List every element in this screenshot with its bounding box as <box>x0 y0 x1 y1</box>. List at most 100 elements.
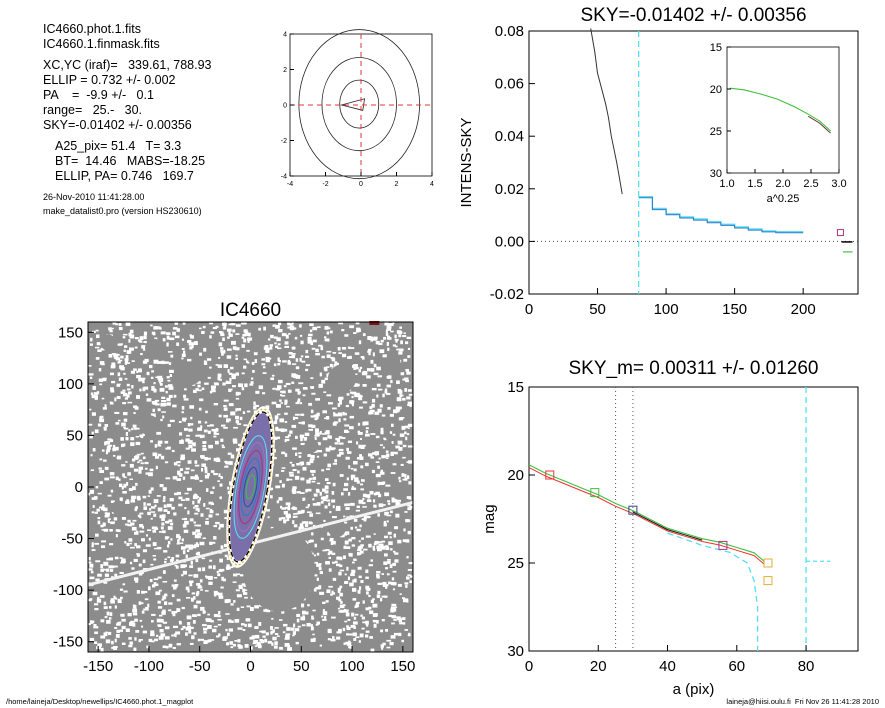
noise-speck <box>102 504 105 509</box>
noise-speck <box>251 377 254 380</box>
noise-speck <box>202 434 205 438</box>
noise-speck <box>94 603 99 606</box>
noise-speck <box>316 577 319 581</box>
noise-speck <box>185 554 188 559</box>
noise-speck <box>400 372 405 376</box>
noise-speck <box>349 400 354 404</box>
noise-speck <box>202 610 206 614</box>
noise-speck <box>134 507 138 511</box>
noise-speck <box>352 632 357 637</box>
noise-speck <box>387 500 391 503</box>
noise-speck <box>95 560 101 563</box>
magnitude-x-tick-label: 20 <box>590 658 607 675</box>
magnitude-title: SKY_m= 0.00311 +/- 0.01260 <box>569 358 819 379</box>
noise-speck <box>121 625 126 630</box>
noise-speck <box>272 457 277 460</box>
noise-speck <box>123 427 129 430</box>
noise-speck <box>301 421 305 425</box>
noise-speck <box>226 465 229 468</box>
noise-speck <box>188 444 193 449</box>
noise-speck <box>284 421 288 423</box>
noise-speck <box>392 588 396 591</box>
noise-speck <box>238 645 243 649</box>
noise-speck <box>312 609 316 612</box>
noise-speck <box>345 610 349 613</box>
noise-speck <box>287 434 291 437</box>
noise-speck <box>169 419 175 423</box>
noise-speck <box>336 439 340 443</box>
noise-speck <box>292 327 297 330</box>
noise-speck <box>357 546 362 550</box>
noise-speck <box>341 329 345 332</box>
noise-speck <box>130 370 136 374</box>
noise-speck <box>110 565 115 569</box>
noise-speck <box>219 558 223 563</box>
noise-speck <box>359 524 362 528</box>
noise-speck <box>244 644 249 648</box>
noise-speck <box>309 513 314 517</box>
noise-speck <box>376 620 379 624</box>
mask-blob <box>138 415 159 436</box>
noise-speck <box>349 347 355 349</box>
galaxy-x-tick-label: -100 <box>134 658 164 675</box>
noise-speck <box>362 356 365 360</box>
noise-speck <box>153 326 158 330</box>
noise-speck <box>294 336 298 340</box>
intensity-x-tick-label: 200 <box>791 301 816 318</box>
noise-speck <box>172 331 176 336</box>
intensity-y-tick-label: 0.02 <box>495 181 524 198</box>
noise-speck <box>235 589 240 592</box>
galaxy-title: IC4660 <box>220 300 281 321</box>
noise-speck <box>356 480 360 484</box>
noise-speck <box>114 446 119 451</box>
noise-speck <box>407 404 412 406</box>
noise-speck <box>208 581 213 585</box>
noise-speck <box>201 468 204 472</box>
noise-speck <box>209 508 213 511</box>
noise-speck <box>304 523 309 527</box>
noise-speck <box>95 533 99 537</box>
noise-speck <box>136 545 141 549</box>
noise-speck <box>398 632 402 637</box>
noise-speck <box>168 643 173 648</box>
noise-speck <box>185 438 190 442</box>
noise-speck <box>141 590 145 594</box>
noise-speck <box>166 645 169 649</box>
noise-speck <box>365 494 371 498</box>
fit-range: range= 25.- 30. <box>43 103 143 117</box>
noise-speck <box>396 380 400 385</box>
noise-speck <box>159 614 163 617</box>
noise-speck <box>213 430 217 435</box>
magnitude-line-green <box>528 464 765 563</box>
noise-speck <box>137 461 140 464</box>
noise-speck <box>193 596 196 600</box>
noise-speck <box>163 496 166 500</box>
noise-speck <box>156 634 159 637</box>
noise-speck <box>218 473 221 478</box>
noise-speck <box>316 412 320 417</box>
noise-speck <box>409 505 413 509</box>
noise-speck <box>183 529 189 533</box>
noise-speck <box>246 410 251 413</box>
corner-marker <box>369 320 380 325</box>
noise-speck <box>374 540 379 545</box>
noise-speck <box>362 384 367 387</box>
noise-speck <box>315 586 321 590</box>
noise-speck <box>390 379 393 384</box>
noise-speck <box>188 342 192 346</box>
noise-speck <box>172 476 178 480</box>
noise-speck <box>310 522 313 525</box>
noise-speck <box>329 435 332 439</box>
noise-speck <box>91 549 96 552</box>
noise-speck <box>184 388 187 391</box>
noise-speck <box>181 439 184 443</box>
noise-speck <box>284 453 288 457</box>
noise-speck <box>223 414 228 418</box>
noise-speck <box>159 383 163 386</box>
noise-speck <box>99 416 103 419</box>
noise-speck <box>89 637 95 642</box>
noise-speck <box>122 336 126 339</box>
noise-speck <box>181 411 185 414</box>
noise-speck <box>277 385 282 390</box>
noise-speck <box>115 354 120 356</box>
